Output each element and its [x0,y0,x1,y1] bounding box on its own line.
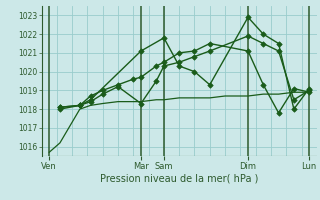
X-axis label: Pression niveau de la mer( hPa ): Pression niveau de la mer( hPa ) [100,173,258,183]
